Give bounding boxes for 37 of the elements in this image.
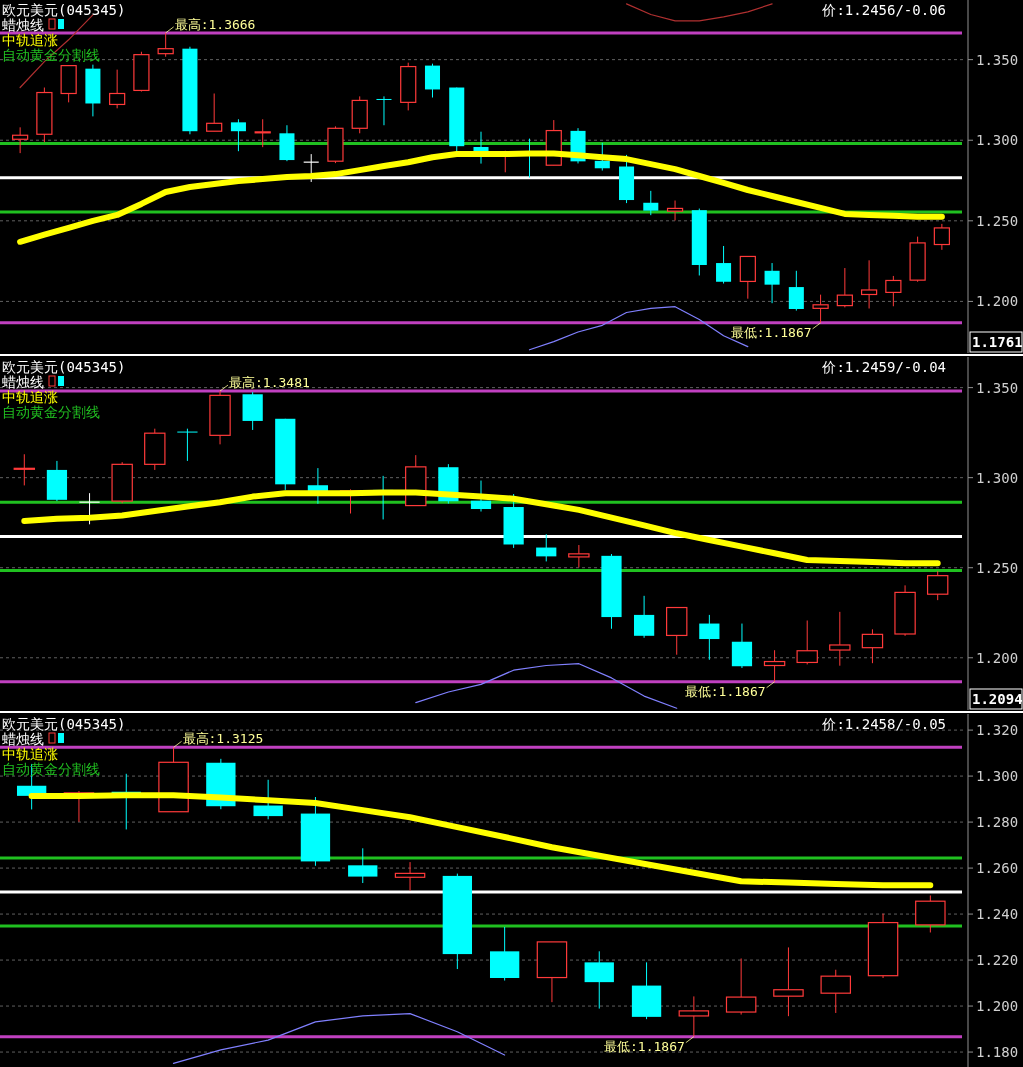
y-tick-label: 1.200 bbox=[976, 998, 1019, 1015]
legend-label: 蜡烛线 bbox=[2, 731, 44, 747]
text: 中轨追涨 bbox=[2, 746, 58, 762]
y-tick-label: 1.180 bbox=[976, 1044, 1019, 1061]
annotation: 价:1.2458/-0.05 bbox=[821, 716, 946, 732]
text: 中轨追涨 bbox=[2, 389, 58, 405]
y-tick-label: 1.300 bbox=[976, 132, 1019, 149]
y-tick-label: 1.250 bbox=[976, 559, 1019, 576]
annotation: 最高:1.3481 bbox=[229, 375, 310, 391]
y-tick-label: 1.200 bbox=[976, 649, 1019, 666]
text: 1.2094 bbox=[972, 691, 1023, 707]
y-tick-label: 1.300 bbox=[976, 768, 1019, 785]
y-tick-label: 1.250 bbox=[976, 212, 1019, 229]
y-tick-label: 1.350 bbox=[976, 51, 1019, 68]
annotation: 最低:1.1867 bbox=[604, 1038, 685, 1054]
annotation: 价:1.2456/-0.06 bbox=[821, 2, 946, 18]
y-tick-label: 1.260 bbox=[976, 860, 1019, 877]
y-tick-label: 1.200 bbox=[976, 293, 1019, 310]
text: 中轨追涨 bbox=[2, 32, 58, 48]
chart-title: 欧元美元(045345) bbox=[2, 716, 126, 732]
annotation: 最低:1.1867 bbox=[684, 683, 766, 699]
y-tick-label: 1.320 bbox=[976, 722, 1019, 739]
annotation: 最低:1.1867 bbox=[730, 324, 812, 340]
chart-title: 欧元美元(045345) bbox=[2, 359, 126, 375]
annotation: 最高:1.3125 bbox=[182, 731, 264, 747]
chart-title: 欧元美元(045345) bbox=[2, 2, 126, 18]
text: 1.1761 bbox=[972, 334, 1023, 350]
legend-label: 蜡烛线 bbox=[2, 17, 44, 33]
legend-label: 蜡烛线 bbox=[2, 374, 44, 390]
annotation: 最高:1.3666 bbox=[174, 16, 256, 32]
y-tick-label: 1.280 bbox=[976, 814, 1019, 831]
y-tick-label: 1.300 bbox=[976, 469, 1019, 486]
y-tick-label: 1.220 bbox=[976, 952, 1019, 969]
y-tick-label: 1.240 bbox=[976, 906, 1019, 923]
annotation: 价:1.2459/-0.04 bbox=[821, 359, 946, 375]
y-tick-label: 1.350 bbox=[976, 379, 1019, 396]
annotation: 自动黄金分割线 bbox=[2, 404, 100, 420]
